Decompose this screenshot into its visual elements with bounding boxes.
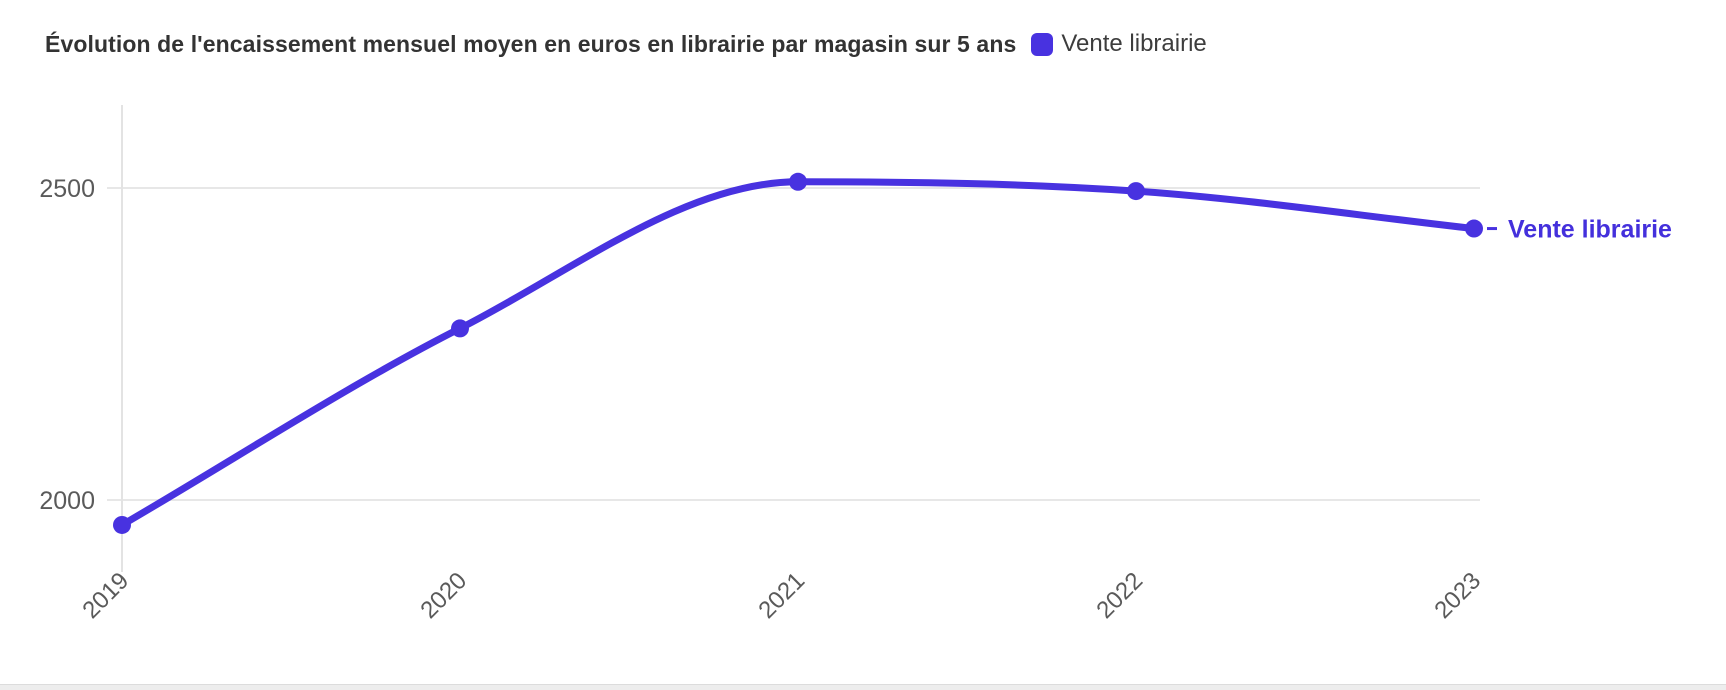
- line-chart[interactable]: 2000 2500 2019 2020 2021 2022 2023 Vente librai…: [0, 90, 1726, 650]
- data-point-2019[interactable]: [113, 515, 131, 534]
- series-end-label: Vente librairie: [1508, 216, 1672, 244]
- x-tick-label-2023: 2023: [1429, 567, 1486, 624]
- legend-swatch-icon: [1031, 32, 1054, 56]
- x-tick-label-2019: 2019: [77, 567, 134, 624]
- x-tick-label-2022: 2022: [1091, 567, 1148, 624]
- page-background-strip: [0, 684, 1726, 690]
- series-line-vente-librairie: [118, 178, 1478, 529]
- x-tick-label-2021: 2021: [753, 567, 810, 624]
- chart-header: Évolution de l'encaissement mensuel moye…: [45, 30, 1706, 58]
- chart-title: Évolution de l'encaissement mensuel moye…: [45, 30, 1017, 57]
- x-tick-label-2020: 2020: [415, 567, 472, 624]
- data-point-2021[interactable]: [789, 172, 807, 191]
- legend-label: Vente librairie: [1061, 30, 1207, 57]
- data-point-2020[interactable]: [451, 319, 469, 338]
- y-tick-label-2500: 2500: [39, 175, 95, 203]
- y-tick-label-2000: 2000: [39, 487, 95, 515]
- legend-item-vente-librairie[interactable]: Vente librairie: [1031, 30, 1207, 58]
- data-point-2022[interactable]: [1127, 182, 1145, 201]
- data-point-2023[interactable]: [1465, 219, 1483, 238]
